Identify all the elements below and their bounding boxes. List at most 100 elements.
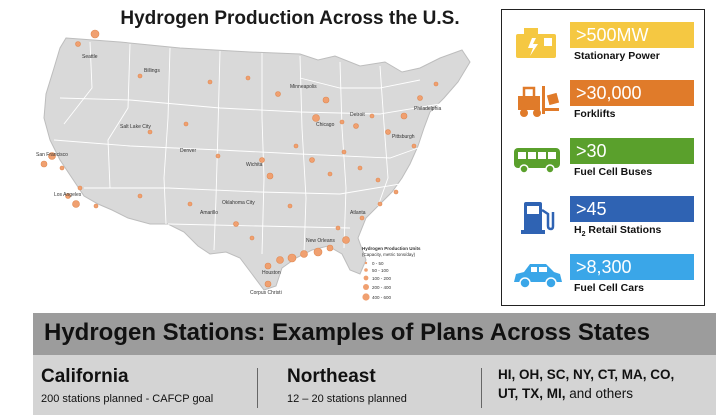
site-marker xyxy=(300,250,308,258)
stat-value: >500MW xyxy=(570,22,694,48)
site-marker xyxy=(287,203,293,209)
city-label: Corpus Christi xyxy=(250,290,282,296)
site-marker xyxy=(59,165,65,171)
site-marker xyxy=(207,79,213,85)
column-divider xyxy=(481,368,482,408)
site-marker xyxy=(287,253,297,263)
site-marker xyxy=(249,235,255,241)
city-label: New Orleans xyxy=(306,238,335,244)
site-marker xyxy=(264,280,272,288)
stats-panel: >500MW Stationary Power >30,000 Forklift… xyxy=(501,9,705,306)
column-divider xyxy=(257,368,258,408)
map-legend: Hydrogen Production Units (Capacity, met… xyxy=(362,246,421,301)
site-marker xyxy=(339,119,345,125)
site-marker xyxy=(215,153,221,159)
bus-icon xyxy=(510,140,565,178)
city-label: Chicago xyxy=(316,122,335,128)
stat-label: Stationary Power xyxy=(574,50,660,62)
stat-value: >30,000 xyxy=(570,80,694,106)
stat-cars: >8,300 Fuel Cell Cars xyxy=(502,250,702,306)
northeast-heading: Northeast xyxy=(287,366,376,387)
northeast-detail: 12 – 20 stations planned xyxy=(287,393,407,405)
us-map-svg: Seattle Billings Minneapolis Salt Lake C… xyxy=(36,29,471,301)
city-label: Detroit xyxy=(350,112,365,118)
plans-band: Hydrogen Stations: Examples of Plans Acr… xyxy=(33,313,716,415)
site-marker xyxy=(341,149,347,155)
legend-item: 0 - 50 xyxy=(372,261,384,266)
site-marker xyxy=(375,177,381,183)
site-marker xyxy=(259,157,265,163)
city-label: Minneapolis xyxy=(290,84,317,90)
stat-label: H2 Retail Stations xyxy=(574,224,661,238)
california-heading: California xyxy=(41,366,129,387)
city-label: Salt Lake City xyxy=(120,124,151,130)
site-marker xyxy=(293,143,299,149)
site-marker xyxy=(90,29,100,39)
site-marker xyxy=(40,160,48,168)
site-marker xyxy=(377,201,383,207)
city-label: Oklahoma City xyxy=(222,200,255,206)
legend-swatch xyxy=(363,275,369,281)
legend-subtitle: (Capacity, metric tons/day) xyxy=(362,252,416,257)
site-marker xyxy=(276,256,284,264)
city-label: Los Angeles xyxy=(54,192,82,198)
city-label: Wichita xyxy=(246,162,263,168)
site-marker xyxy=(335,225,341,231)
plans-title: Hydrogen Stations: Examples of Plans Acr… xyxy=(44,319,650,346)
production-sites xyxy=(40,29,439,288)
city-label: Philadelphia xyxy=(414,106,441,112)
site-marker xyxy=(411,143,417,149)
state-borders xyxy=(53,41,441,255)
site-marker xyxy=(322,96,330,104)
legend-item: 200 - 400 xyxy=(372,285,392,290)
plans-header: Hydrogen Stations: Examples of Plans Acr… xyxy=(33,313,716,355)
site-marker xyxy=(326,244,334,252)
map-title: Hydrogen Production Across the U.S. xyxy=(120,8,460,29)
legend-swatch xyxy=(362,293,370,301)
stat-label: Fuel Cell Buses xyxy=(574,166,653,178)
other-states-line2: UT, TX, MI, and others xyxy=(498,384,674,403)
us-land-shape xyxy=(43,37,471,291)
other-states: HI, OH, SC, NY, CT, MA, CO, UT, TX, MI, … xyxy=(498,365,674,403)
stat-value: >45 xyxy=(570,196,694,222)
label-subscript: 2 xyxy=(581,231,586,239)
legend-swatch xyxy=(364,261,368,265)
site-marker xyxy=(309,157,315,163)
legend-swatch xyxy=(363,284,369,290)
site-marker xyxy=(433,81,439,87)
site-marker xyxy=(385,129,391,135)
label-rest: Retail Stations xyxy=(585,224,662,236)
stat-forklifts: >30,000 Forklifts xyxy=(502,76,702,132)
site-marker xyxy=(137,73,143,79)
stat-label: Fuel Cell Cars xyxy=(574,282,645,294)
site-marker xyxy=(342,236,350,244)
site-marker xyxy=(72,200,80,208)
city-label: Pittsburgh xyxy=(392,134,415,140)
car-icon xyxy=(510,256,565,294)
city-label: Houston xyxy=(262,270,281,276)
stationary-power-icon xyxy=(510,24,565,62)
us-hydrogen-map: Seattle Billings Minneapolis Salt Lake C… xyxy=(0,28,505,308)
stat-buses: >30 Fuel Cell Buses xyxy=(502,134,702,190)
label-h: H xyxy=(574,224,582,236)
city-label: Atlanta xyxy=(350,210,366,216)
site-marker xyxy=(233,221,239,227)
site-marker xyxy=(393,189,399,195)
site-marker xyxy=(93,203,99,209)
site-marker xyxy=(313,247,323,257)
site-marker xyxy=(75,41,81,47)
site-marker xyxy=(312,114,320,122)
site-marker xyxy=(187,201,193,207)
stat-value: >8,300 xyxy=(570,254,694,280)
legend-item: 100 - 200 xyxy=(372,276,392,281)
city-label: San Francisco xyxy=(36,152,68,158)
site-marker xyxy=(327,171,333,177)
legend-item: 50 - 100 xyxy=(372,268,389,273)
site-marker xyxy=(264,262,272,270)
stat-retail-stations: >45 H2 Retail Stations xyxy=(502,192,702,248)
city-labels: Seattle Billings Minneapolis Salt Lake C… xyxy=(36,54,441,296)
site-marker xyxy=(137,193,143,199)
california-detail: 200 stations planned - CAFCP goal xyxy=(41,393,214,405)
legend-swatch xyxy=(364,268,368,272)
site-marker xyxy=(77,185,83,191)
